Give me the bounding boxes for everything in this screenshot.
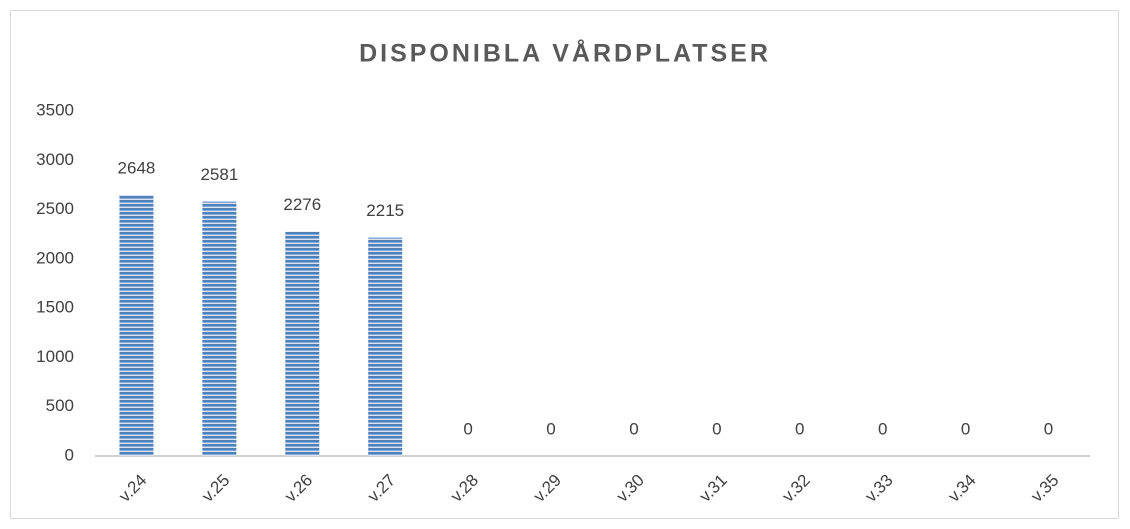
data-label: 0 xyxy=(1044,419,1053,438)
y-tick-label: 3000 xyxy=(36,150,74,169)
data-label: 0 xyxy=(961,419,970,438)
bar xyxy=(285,231,320,456)
y-tick-label: 2500 xyxy=(36,199,74,218)
y-tick-label: 3500 xyxy=(36,100,74,119)
y-tick-label: 1000 xyxy=(36,347,74,366)
data-label: 2276 xyxy=(283,195,321,214)
data-label: 0 xyxy=(463,419,472,438)
data-label: 0 xyxy=(712,419,721,438)
data-label: 0 xyxy=(546,419,555,438)
y-tick-label: 1500 xyxy=(36,298,74,317)
data-label: 2648 xyxy=(118,158,156,177)
bar xyxy=(368,237,403,456)
y-tick-label: 500 xyxy=(46,396,74,415)
data-label: 0 xyxy=(795,419,804,438)
y-tick-label: 0 xyxy=(65,445,74,464)
data-label: 2215 xyxy=(366,201,404,220)
y-tick-label: 2000 xyxy=(36,248,74,267)
bar xyxy=(119,194,154,457)
data-label: 0 xyxy=(878,419,887,438)
chart-border xyxy=(10,10,1119,519)
data-label: 2581 xyxy=(200,165,238,184)
bar xyxy=(202,201,237,456)
data-label: 0 xyxy=(629,419,638,438)
chart-title: DISPONIBLA VÅRDPLATSER xyxy=(359,39,771,68)
